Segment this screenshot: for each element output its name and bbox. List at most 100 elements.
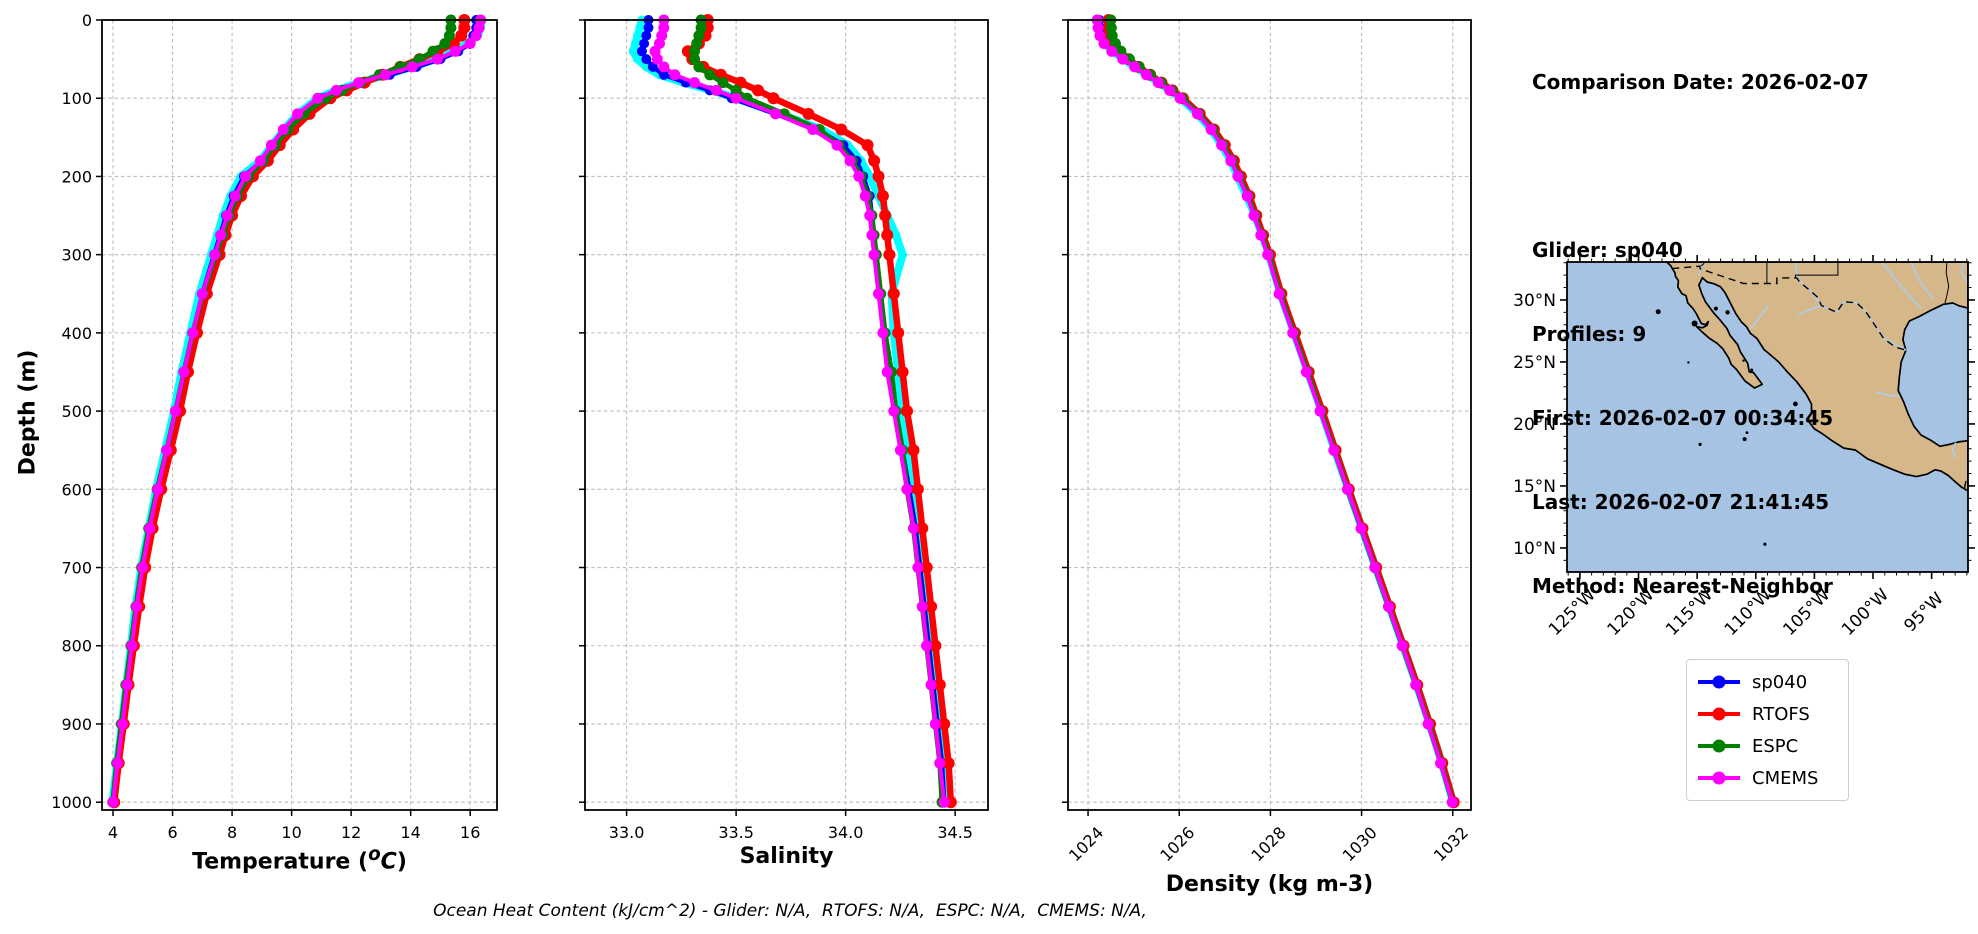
- cmems-line-marker-icon: [1698, 771, 1740, 785]
- first-profile-text: First: 2026-02-07 00:34:45: [1532, 406, 1834, 430]
- y-tick-label: 900: [61, 715, 92, 734]
- x-tick-label: 1032: [1430, 823, 1472, 865]
- x-tick-label: 33.0: [609, 823, 645, 842]
- map-island: [1742, 359, 1745, 362]
- map-state-border: [1944, 262, 1950, 304]
- map-island: [1725, 310, 1730, 315]
- plot-frame: [584, 19, 989, 811]
- map-island: [1691, 320, 1698, 327]
- map-island: [1745, 431, 1749, 434]
- series-CMEMS-salinity: [649, 14, 950, 808]
- temperature-axis-label-sup: o: [368, 844, 381, 865]
- salinity-plot: 33.0 33.5 34.0 34.5: [579, 14, 989, 842]
- sp040-line-marker-icon: [1698, 675, 1740, 689]
- plot-frame: [101, 19, 498, 811]
- x-tick-label: 6: [167, 823, 177, 842]
- map-island: [1698, 442, 1702, 446]
- legend-label-rtofs: RTOFS: [1752, 703, 1810, 725]
- y-tick-label: 500: [61, 402, 92, 421]
- legend-box: sp040 RTOFS ESPC CMEMS: [1686, 659, 1849, 801]
- temperature-axis-label-pre: Temperature (: [192, 849, 369, 875]
- y-tick-label: 100: [61, 89, 92, 108]
- map-river: [1875, 390, 1900, 397]
- last-profile-text: Last: 2026-02-07 21:41:45: [1532, 490, 1830, 514]
- comparison-date-text: Comparison Date: 2026-02-07: [1532, 70, 1869, 94]
- x-tick-label: 10: [281, 823, 301, 842]
- map-river: [1909, 262, 1934, 300]
- map-state-border: [1794, 262, 1839, 278]
- map-island: [1750, 368, 1754, 372]
- map-country-border: [1963, 475, 1968, 488]
- map-river: [1748, 304, 1770, 331]
- comparison-info-block: Comparison Date: 2026-02-07 Glider: sp04…: [1532, 12, 1869, 656]
- map-river: [1880, 262, 1922, 310]
- x-tick-label: 1024: [1065, 823, 1107, 865]
- x-tick-label: 1026: [1156, 823, 1198, 865]
- map-island: [1793, 401, 1798, 407]
- legend-label-sp040: sp040: [1752, 671, 1808, 693]
- map-features: [1655, 262, 1968, 546]
- method-text: Method: Nearest-Neighbor: [1532, 574, 1833, 598]
- info-spacer: [1532, 152, 1869, 180]
- map-lat-tick-label: 15°N: [1513, 477, 1556, 497]
- x-tick-label: 4: [108, 823, 118, 842]
- temperature-plot: 4 6 8 10 12 14 16 0 100 200 300 400 500 600 700 800 900 1…: [51, 11, 498, 842]
- salinity-axis-label: Salinity: [739, 844, 834, 869]
- density-plot: 1024 1026 1028 1030 1032: [1062, 14, 1472, 865]
- glider-name-text: Glider: sp040: [1532, 238, 1683, 262]
- density-axis-label: Density (kg m-3): [1165, 872, 1374, 897]
- temperature-axis-label-unit: C: [380, 849, 397, 875]
- y-tick-label: 1000: [51, 793, 92, 812]
- y-tick-label: 200: [61, 167, 92, 186]
- series-CMEMS-density: [1091, 14, 1458, 808]
- x-tick-label: 16: [460, 823, 480, 842]
- x-tick-label: 12: [341, 823, 361, 842]
- temperature-axis-label: Temperature (oC): [102, 844, 497, 874]
- y-tick-label: 700: [61, 559, 92, 578]
- map-lat-tick-label: 10°N: [1513, 539, 1556, 559]
- rtofs-line-marker-icon: [1698, 707, 1740, 721]
- map-river: [1960, 262, 1968, 284]
- x-tick-label: 8: [227, 823, 237, 842]
- series-RTOFS-density: [1102, 14, 1460, 809]
- legend-item-sp040: sp040: [1687, 672, 1848, 693]
- x-tick-label: 1028: [1247, 823, 1289, 865]
- espc-line-marker-icon: [1698, 739, 1740, 753]
- map-island: [1713, 306, 1718, 311]
- y-tick-label: 0: [82, 11, 92, 30]
- map-lat-tick-label: 20°N: [1513, 415, 1556, 435]
- map-lat-tick-label: 30°N: [1513, 291, 1556, 311]
- legend-label-cmems: CMEMS: [1752, 767, 1819, 789]
- map-island: [1763, 542, 1767, 546]
- temperature-axis-label-post: ): [396, 849, 407, 875]
- legend-item-rtofs: RTOFS: [1687, 704, 1848, 725]
- map-river: [1952, 442, 1957, 459]
- map-river: [1797, 304, 1822, 316]
- map-land: [1665, 262, 1968, 492]
- series-CMEMS-temperature: [107, 14, 487, 808]
- y-tick-label: 600: [61, 480, 92, 499]
- x-tick-label: 34.5: [937, 823, 973, 842]
- plot-frame: [1067, 19, 1472, 811]
- x-tick-label: 1030: [1339, 823, 1381, 865]
- legend-item-espc: ESPC: [1687, 736, 1848, 757]
- x-tick-label: 33.5: [718, 823, 754, 842]
- depth-axis-label: Depth (m): [15, 349, 41, 476]
- y-tick-label: 300: [61, 246, 92, 265]
- legend-item-cmems: CMEMS: [1687, 768, 1848, 789]
- x-tick-label: 14: [400, 823, 420, 842]
- map-island: [1655, 309, 1661, 315]
- y-tick-label: 400: [61, 324, 92, 343]
- map-country-border: [1672, 265, 1907, 351]
- ohc-annotation: Ocean Heat Content (kJ/cm^2) - Glider: N…: [433, 901, 1147, 921]
- map-lat-tick-label: 25°N: [1513, 353, 1556, 373]
- map-island: [1687, 361, 1690, 364]
- legend-label-espc: ESPC: [1752, 735, 1799, 757]
- x-tick-label: 34.0: [828, 823, 864, 842]
- map-lon-tick-label: 95°W: [1900, 589, 1947, 636]
- map-island: [1742, 437, 1747, 442]
- y-tick-label: 800: [61, 637, 92, 656]
- profiles-count-text: Profiles: 9: [1532, 322, 1647, 346]
